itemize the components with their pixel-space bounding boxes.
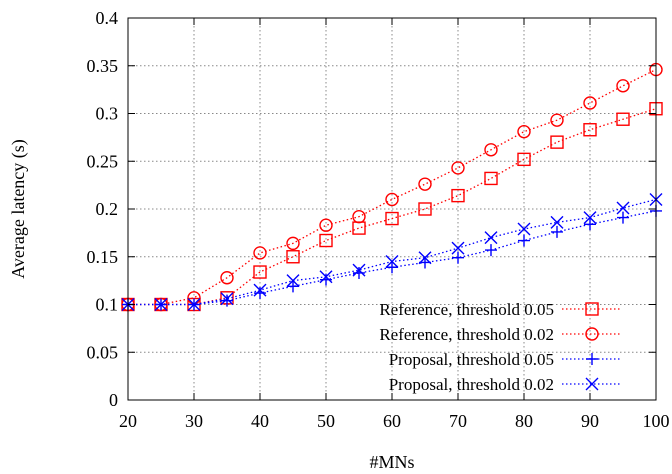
- x-tick-label: 40: [251, 411, 269, 431]
- legend-marker: [585, 327, 599, 341]
- data-point: [154, 298, 168, 311]
- data-point: [484, 231, 498, 245]
- legend-entry: Reference, threshold 0.02: [379, 325, 622, 344]
- series-line: [128, 68, 657, 306]
- data-point: [616, 201, 630, 215]
- data-point: [353, 266, 365, 279]
- data-point: [484, 171, 498, 186]
- y-tick-label: 0.15: [87, 247, 119, 267]
- y-tick-label: 0.3: [96, 104, 119, 124]
- data-point: [253, 283, 267, 297]
- data-point: [386, 261, 398, 274]
- legend-marker: [585, 302, 599, 316]
- y-tick-label: 0.2: [96, 199, 119, 219]
- y-tick-label: 0.05: [87, 342, 119, 362]
- data-point: [517, 152, 531, 167]
- series-lines: [121, 62, 663, 312]
- legend-label: Proposal, threshold 0.05: [389, 350, 554, 369]
- data-point: [550, 215, 564, 229]
- data-point: [319, 270, 333, 284]
- data-point: [220, 292, 234, 306]
- x-tick-label: 90: [581, 411, 599, 431]
- data-point: [187, 298, 201, 311]
- data-point: [550, 113, 564, 127]
- y-tick-label: 0.25: [87, 151, 119, 171]
- x-tick-label: 50: [317, 411, 335, 431]
- data-point: [352, 209, 366, 224]
- legend-label: Proposal, threshold 0.02: [389, 375, 554, 394]
- data-point: [221, 294, 233, 307]
- data-point: [517, 222, 531, 236]
- x-tick-label: 60: [383, 411, 401, 431]
- legend-entry: Proposal, threshold 0.02: [389, 375, 622, 394]
- data-point: [550, 135, 564, 149]
- data-point: [616, 112, 630, 126]
- data-point: [583, 96, 597, 110]
- data-point: [287, 280, 299, 293]
- data-point: [352, 263, 366, 277]
- data-point: [616, 79, 630, 93]
- data-point: [253, 246, 267, 260]
- y-tick-label: 0.35: [87, 56, 119, 76]
- data-point: [385, 192, 399, 207]
- x-axis-title: #MNs: [369, 452, 414, 472]
- data-point: [418, 177, 432, 191]
- data-point: [451, 241, 465, 255]
- data-point: [220, 271, 234, 285]
- data-point: [418, 202, 432, 216]
- data-point: [451, 188, 465, 203]
- data-point: [253, 265, 267, 279]
- data-point: [286, 274, 300, 288]
- data-point: [518, 234, 530, 247]
- x-tick-label: 100: [643, 411, 670, 431]
- x-tick-label: 70: [449, 411, 467, 431]
- data-point: [583, 123, 597, 137]
- data-point: [319, 218, 333, 232]
- axis-ticks: 20 30 40 50 60 70 80 90 100 0 0.05 0.1 0.15 0.2 0.25 0.…: [87, 8, 670, 431]
- data-point: [352, 221, 366, 235]
- series-4: [121, 192, 663, 311]
- data-point: [484, 143, 498, 157]
- legend-entry: Proposal, threshold 0.05: [389, 350, 622, 369]
- data-point: [485, 244, 497, 257]
- data-point: [551, 225, 563, 238]
- data-point: [319, 233, 333, 248]
- data-point: [451, 161, 465, 175]
- data-point: [584, 218, 596, 231]
- y-tick-label: 0.1: [96, 295, 119, 315]
- data-point: [286, 250, 300, 264]
- x-tick-label: 80: [515, 411, 533, 431]
- legend-marker: [585, 377, 599, 391]
- series-line: [128, 210, 657, 306]
- grid-lines: [128, 18, 656, 400]
- data-point: [617, 211, 629, 224]
- data-point: [385, 211, 399, 226]
- legend-label: Reference, threshold 0.02: [379, 325, 554, 344]
- data-point: [385, 255, 399, 269]
- legend-label: Reference, threshold 0.05: [379, 300, 554, 319]
- legend-entry: Reference, threshold 0.05: [379, 300, 622, 319]
- y-axis-title: Average latency (s): [8, 139, 29, 279]
- data-point: [286, 236, 300, 251]
- data-point: [583, 211, 597, 225]
- legend: Reference, threshold 0.05 Reference, thre…: [379, 300, 622, 394]
- x-tick-label: 30: [185, 411, 203, 431]
- legend-marker: [586, 353, 598, 365]
- data-point: [254, 287, 266, 300]
- data-point: [418, 251, 432, 265]
- y-tick-label: 0.4: [96, 8, 119, 28]
- series-2: [121, 62, 663, 312]
- y-tick-label: 0: [109, 390, 118, 410]
- data-point: [452, 251, 464, 264]
- data-point: [320, 273, 332, 286]
- x-tick-label: 20: [119, 411, 137, 431]
- data-point: [517, 124, 531, 139]
